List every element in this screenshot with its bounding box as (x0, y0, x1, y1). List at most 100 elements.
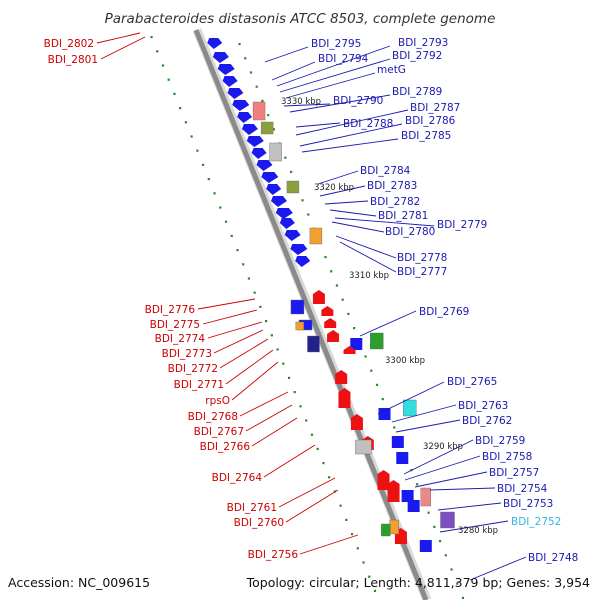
tick-dot-left (362, 561, 365, 564)
gene-label-BDI_2781[interactable]: BDI_2781 (378, 210, 428, 222)
gene-label-BDI_2768[interactable]: BDI_2768 (188, 411, 238, 423)
gene-label-BDI_2802[interactable]: BDI_2802 (44, 38, 94, 50)
gene-label-BDI_2783[interactable]: BDI_2783 (367, 180, 417, 192)
gene-label-BDI_2786[interactable]: BDI_2786 (405, 115, 456, 127)
leader-right (414, 471, 488, 488)
gene-label-BDI_2801[interactable]: BDI_2801 (48, 54, 98, 66)
leader-BDI_2802 (96, 32, 141, 44)
minus-strand-gene-block (401, 490, 414, 502)
gene-label-BDI_2792[interactable]: BDI_2792 (392, 50, 442, 62)
gene-label-BDI_2775[interactable]: BDI_2775 (150, 319, 200, 331)
gene-block (370, 332, 384, 350)
gene-block (260, 121, 274, 135)
gene-label-BDI_2793[interactable]: BDI_2793 (398, 37, 448, 49)
gene-label-BDI_2760[interactable]: BDI_2760 (234, 517, 284, 529)
tick-dot-right (347, 312, 350, 315)
tick-dot-left (236, 249, 239, 252)
minus-strand-gene-arrow (217, 64, 235, 75)
tick-dot-right (393, 426, 396, 429)
gene-label-rpsO[interactable]: rpsO (205, 395, 230, 407)
tick-dot-left (184, 121, 187, 124)
minus-strand-gene-arrow (295, 256, 311, 267)
tick-dot-left (345, 518, 348, 521)
leader-left (197, 298, 256, 310)
gene-label-BDI_2763[interactable]: BDI_2763 (458, 400, 508, 412)
leader-right (404, 455, 481, 481)
gene-block (295, 321, 305, 331)
gene-label-BDI_2748[interactable]: BDI_2748 (528, 552, 578, 564)
minus-strand-gene-block (407, 500, 420, 512)
tick-dot-left (242, 263, 245, 266)
gene-label-BDI_2785[interactable]: BDI_2785 (401, 130, 451, 142)
gene-label-BDI_2756[interactable]: BDI_2756 (248, 549, 299, 561)
gene-label-BDI_2769[interactable]: BDI_2769 (419, 306, 469, 318)
gene-label-BDI_2780[interactable]: BDI_2780 (385, 226, 435, 238)
leader-left (219, 338, 269, 369)
gene-label-BDI_2778[interactable]: BDI_2778 (397, 252, 447, 264)
gene-label-BDI_2772[interactable]: BDI_2772 (168, 363, 218, 375)
gene-label-metG[interactable]: metG (377, 64, 406, 76)
plus-strand-gene-arrow (338, 388, 351, 408)
tick-dot-left (373, 589, 377, 592)
gene-label-BDI_2782[interactable]: BDI_2782 (370, 196, 420, 208)
minus-strand-gene-arrow (275, 208, 293, 219)
gene-label-BDI_2767[interactable]: BDI_2767 (194, 426, 244, 438)
gene-label-BDI_2766[interactable]: BDI_2766 (200, 441, 251, 453)
gene-label-BDI_2788[interactable]: BDI_2788 (343, 118, 393, 130)
gene-label-BDI_2787[interactable]: BDI_2787 (410, 102, 460, 114)
gene-label-BDI_2758[interactable]: BDI_2758 (482, 451, 532, 463)
tick-dot-left (310, 433, 314, 436)
tick-dot-left (230, 234, 233, 237)
tick-dot-right (335, 284, 339, 287)
gene-label-BDI_2776[interactable]: BDI_2776 (145, 304, 196, 316)
gene-label-BDI_2765[interactable]: BDI_2765 (447, 376, 497, 388)
minus-strand-gene-arrow (256, 160, 273, 171)
gene-label-BDI_2762[interactable]: BDI_2762 (462, 415, 512, 427)
tick-dot-right (284, 156, 287, 159)
gene-label-BDI_2759[interactable]: BDI_2759 (475, 435, 525, 447)
tick-dot-right (370, 369, 373, 372)
plus-strand-gene-arrow (377, 470, 390, 490)
leader-right (289, 94, 391, 113)
leader-left (231, 361, 279, 401)
gene-label-BDI_2764[interactable]: BDI_2764 (212, 472, 263, 484)
gene-label-BDI_2795[interactable]: BDI_2795 (311, 38, 361, 50)
gene-label-BDI_2754[interactable]: BDI_2754 (497, 483, 548, 495)
leader-right (319, 185, 366, 197)
tick-dot-left (219, 206, 222, 209)
gene-label-BDI_2752[interactable]: BDI_2752 (511, 516, 561, 528)
leader-left (263, 444, 316, 478)
chromosome-backbone (193, 29, 429, 600)
gene-label-BDI_2771[interactable]: BDI_2771 (174, 379, 224, 391)
gene-block (403, 399, 417, 417)
plus-strand-gene-arrow (312, 290, 325, 304)
minus-strand-gene-arrow (227, 88, 244, 99)
leader-right (377, 381, 445, 415)
leader-left (299, 534, 359, 555)
tick-dot-right (353, 327, 356, 330)
minus-strand-gene-arrow (279, 218, 295, 229)
gene-label-BDI_2774[interactable]: BDI_2774 (155, 333, 206, 345)
gene-label-BDI_2794[interactable]: BDI_2794 (318, 53, 369, 65)
gene-label-BDI_2761[interactable]: BDI_2761 (227, 502, 277, 514)
gene-label-BDI_2784[interactable]: BDI_2784 (360, 165, 411, 177)
tick-dot-left (368, 575, 371, 578)
gene-label-BDI_2790[interactable]: BDI_2790 (333, 95, 383, 107)
gene-label-BDI_2753[interactable]: BDI_2753 (503, 498, 553, 510)
minus-strand-gene-arrow (270, 196, 287, 207)
tick-dot-left (179, 107, 182, 110)
gene-label-BDI_2773[interactable]: BDI_2773 (162, 348, 212, 360)
gene-label-BDI_2779[interactable]: BDI_2779 (437, 219, 487, 231)
leader-right (335, 235, 397, 259)
gene-label-BDI_2789[interactable]: BDI_2789 (392, 86, 442, 98)
minus-strand-gene-arrow (222, 76, 238, 87)
leader-right (359, 310, 417, 337)
tick-dot-left (316, 447, 319, 450)
leader-right (295, 122, 341, 128)
gene-block (290, 299, 305, 315)
leader-right (317, 170, 359, 185)
gene-label-BDI_2777[interactable]: BDI_2777 (397, 266, 447, 278)
leader-right (339, 241, 397, 273)
minus-strand-gene-block (419, 540, 432, 552)
gene-label-BDI_2757[interactable]: BDI_2757 (489, 467, 539, 479)
